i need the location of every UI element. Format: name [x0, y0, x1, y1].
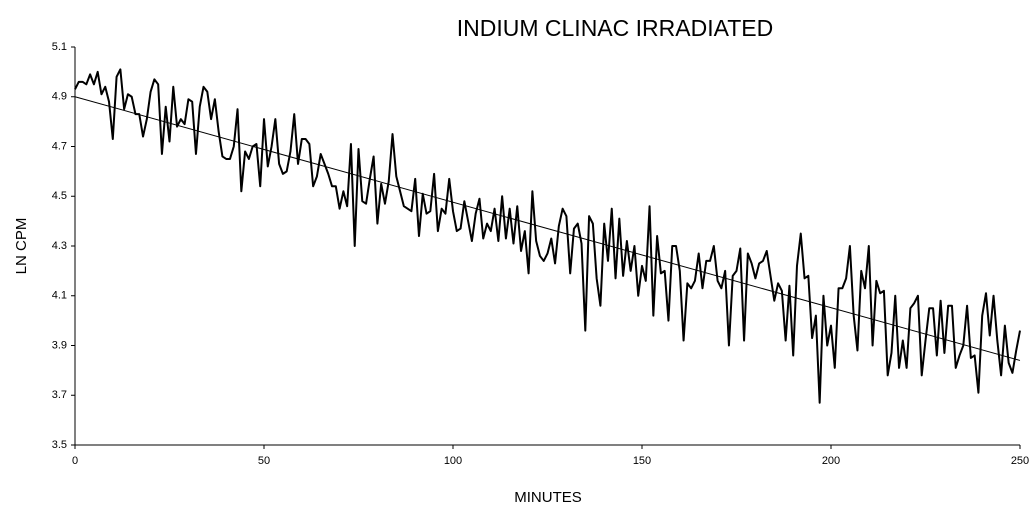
data-line	[74, 68, 1021, 404]
y-tick-label: 4.5	[52, 190, 67, 202]
chart-title: INDIUM CLINAC IRRADIATED	[457, 15, 774, 41]
y-tick-label: 3.9	[52, 339, 67, 351]
x-tick-label: 250	[1011, 455, 1029, 467]
x-axis-label: MINUTES	[514, 489, 582, 506]
y-tick-label: 4.9	[52, 91, 67, 103]
x-tick-label: 150	[633, 455, 651, 467]
y-tick-label: 3.5	[52, 439, 67, 451]
y-axis-label: LN CPM	[13, 218, 30, 275]
y-tick-label: 4.3	[52, 240, 67, 252]
x-tick-label: 0	[72, 455, 78, 467]
y-tick-label: 3.7	[52, 389, 67, 401]
x-tick-label: 100	[444, 455, 462, 467]
y-tick-label: 5.1	[52, 41, 67, 53]
y-tick-label: 4.1	[52, 290, 67, 302]
trend-line	[74, 96, 1021, 361]
y-tick-label: 4.7	[52, 140, 67, 152]
x-tick-label: 200	[822, 455, 840, 467]
x-tick-label: 50	[258, 455, 270, 467]
